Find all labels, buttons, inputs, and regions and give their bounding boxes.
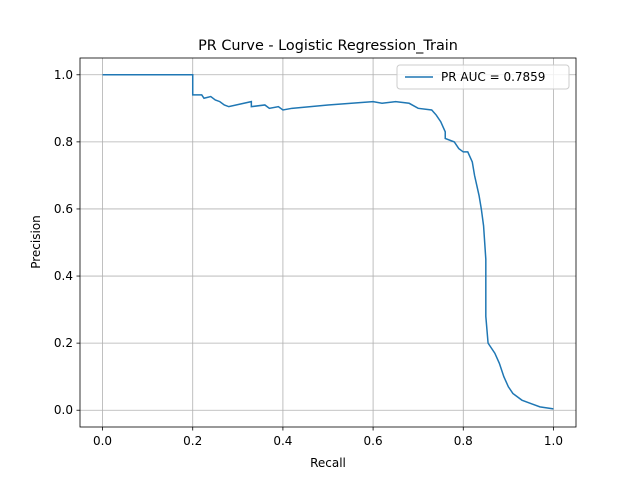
y-tick-label: 0.2 <box>54 336 73 350</box>
y-tick-label: 0.6 <box>54 202 73 216</box>
axes-frame <box>79 57 577 428</box>
x-tick-label: 0.0 <box>93 434 112 448</box>
y-tick-label: 1.0 <box>54 68 73 82</box>
x-tick-label: 0.2 <box>183 434 202 448</box>
pr-curve <box>102 74 554 410</box>
x-tick-label: 0.6 <box>364 434 383 448</box>
legend-label: PR AUC = 0.7859 <box>441 70 545 84</box>
x-tick-label: 0.8 <box>454 434 473 448</box>
y-tick-label: 0.0 <box>54 403 73 417</box>
chart-title: PR Curve - Logistic Regression_Train <box>198 38 458 54</box>
y-axis-label: Precision <box>29 215 43 269</box>
y-tick-label: 0.8 <box>54 135 73 149</box>
y-tick-label: 0.4 <box>54 269 73 283</box>
x-tick-label: 0.4 <box>273 434 292 448</box>
x-tick-label: 1.0 <box>544 434 563 448</box>
x-axis-label: Recall <box>310 456 346 470</box>
legend-box <box>396 64 570 90</box>
